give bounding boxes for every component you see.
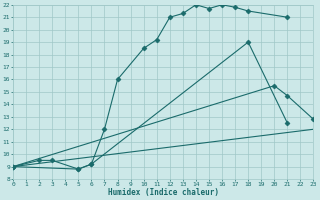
X-axis label: Humidex (Indice chaleur): Humidex (Indice chaleur): [108, 188, 219, 197]
